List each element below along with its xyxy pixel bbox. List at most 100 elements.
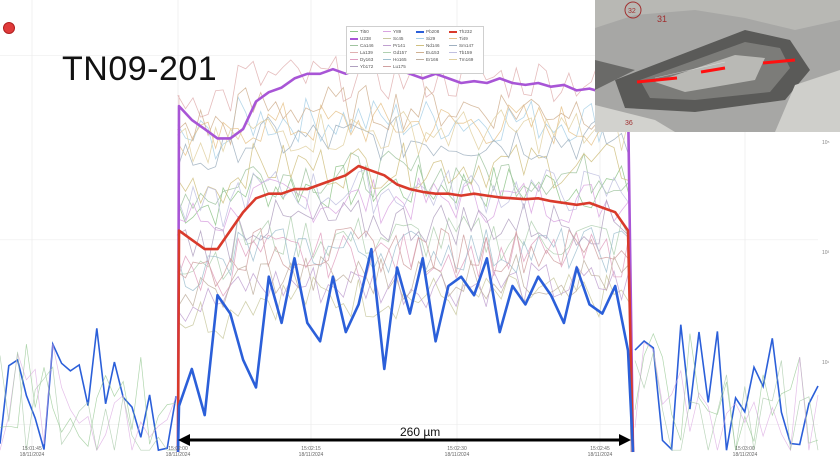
legend-label: Ca146: [360, 43, 374, 48]
legend-swatch: [416, 59, 424, 61]
legend-swatch: [449, 30, 457, 33]
sample-title: TN09-201: [62, 50, 218, 88]
legend-item[interactable]: Eu153: [416, 50, 439, 56]
legend-item[interactable]: La139: [350, 50, 373, 56]
baseline-trace: [634, 324, 819, 452]
legend-item[interactable]: Gd157: [383, 50, 407, 56]
background-trace: [177, 115, 632, 453]
legend-label: Sc45: [393, 36, 404, 41]
svg-text:36: 36: [625, 120, 633, 127]
background-trace: [176, 198, 632, 453]
legend-swatch: [449, 45, 457, 47]
scale-arrow-head: [178, 434, 190, 446]
legend-swatch: [350, 45, 358, 47]
legend-label: Si29: [426, 36, 436, 41]
legend-label: Ho165: [393, 57, 407, 62]
legend-swatch: [449, 38, 457, 40]
legend-item[interactable]: Dy163: [350, 57, 373, 63]
background-trace: [177, 101, 632, 453]
legend-swatch: [350, 66, 358, 68]
legend-item[interactable]: Yb172: [350, 64, 373, 70]
y-tick-label: 10³: [822, 250, 830, 256]
legend-label: U238: [360, 36, 371, 41]
baseline-trace: [634, 332, 819, 451]
y-tick-label: 10¹: [822, 360, 830, 366]
legend-item[interactable]: Tb159: [449, 50, 472, 56]
x-tick-label: 15:03:00 18/11/2024: [732, 446, 758, 458]
legend-swatch: [383, 38, 391, 40]
baseline-trace: [0, 344, 177, 448]
record-indicator-icon[interactable]: [3, 22, 15, 34]
legend-item[interactable]: Ti49: [449, 36, 468, 42]
legend-swatch: [383, 52, 391, 54]
legend-label: La139: [360, 50, 373, 55]
legend-item[interactable]: Th232: [449, 29, 472, 35]
legend-label: Gd157: [393, 50, 407, 55]
x-tick-label: 15:02:00 18/11/2024: [165, 446, 191, 458]
legend-label: Tb159: [459, 50, 473, 55]
legend-swatch: [416, 38, 424, 40]
legend-item[interactable]: U238: [350, 36, 371, 42]
legend-item[interactable]: Ti50: [350, 29, 369, 35]
legend-swatch: [350, 37, 358, 40]
x-tick-label: 15:01:45 18/11/2024: [19, 446, 45, 458]
legend-item[interactable]: Tm169: [449, 57, 473, 63]
background-trace: [177, 95, 632, 453]
background-trace: [176, 109, 632, 453]
legend-swatch: [416, 30, 424, 33]
legend-item[interactable]: Pb208: [416, 29, 439, 35]
legend-label: Th232: [459, 29, 473, 34]
background-trace: [176, 227, 632, 453]
series-line-Th232: [176, 164, 635, 453]
scale-arrow-head: [619, 434, 631, 446]
legend-swatch: [350, 59, 358, 61]
legend-item[interactable]: Nd146: [416, 43, 440, 49]
legend-swatch: [350, 52, 358, 54]
background-trace: [177, 253, 632, 453]
svg-text:32: 32: [628, 8, 636, 15]
background-trace: [177, 168, 632, 453]
chart-legend: Ti50 Y89 Pb208 Th232 U238 Sc45 Si29 Ti49 Ca146 Pr…: [346, 26, 484, 74]
legend-label: Lu175: [393, 64, 406, 69]
series-line-Pb208: [176, 247, 635, 453]
legend-label: Eu153: [426, 50, 440, 55]
legend-label: Pb208: [426, 29, 440, 34]
zircon-photo-image: 32 31 36: [595, 0, 840, 132]
legend-item[interactable]: Sc45: [383, 36, 403, 42]
legend-item[interactable]: Y89: [383, 29, 401, 35]
x-tick-label: 15:02:45 18/11/2024: [587, 446, 613, 458]
background-element-traces: [0, 55, 819, 453]
baseline-trace: [0, 343, 177, 452]
legend-label: Nd146: [426, 43, 440, 48]
legend-swatch: [449, 52, 457, 54]
legend-swatch: [416, 45, 424, 47]
y-tick-label: 10⁵: [822, 140, 830, 146]
legend-label: Er166: [426, 57, 439, 62]
scale-bar-label: 260 µm: [400, 425, 441, 439]
legend-swatch: [416, 52, 424, 54]
legend-label: Y89: [393, 29, 402, 34]
baseline-trace: [0, 351, 176, 451]
background-trace: [177, 177, 632, 453]
background-trace: [177, 215, 632, 453]
legend-label: Ti49: [459, 36, 468, 41]
legend-swatch: [449, 59, 457, 61]
legend-item[interactable]: Sm147: [449, 43, 474, 49]
legend-item[interactable]: Pr141: [383, 43, 405, 49]
x-tick-label: 15:02:15 18/11/2024: [298, 446, 324, 458]
svg-text:31: 31: [657, 14, 667, 24]
legend-item[interactable]: Ho165: [383, 57, 407, 63]
baseline-trace: [634, 352, 819, 451]
legend-item[interactable]: Si29: [416, 36, 435, 42]
background-trace: [177, 55, 632, 453]
zircon-photo-inset: 32 31 36: [595, 0, 840, 132]
legend-item[interactable]: Lu175: [383, 64, 406, 70]
legend-label: Pr141: [393, 43, 406, 48]
legend-label: Ti50: [360, 29, 369, 34]
legend-item[interactable]: Ca146: [350, 43, 374, 49]
legend-swatch: [383, 59, 391, 61]
legend-item[interactable]: Er166: [416, 57, 438, 63]
x-tick-label: 15:02:30 18/11/2024: [444, 446, 470, 458]
legend-swatch: [383, 31, 391, 33]
legend-swatch: [350, 31, 358, 33]
